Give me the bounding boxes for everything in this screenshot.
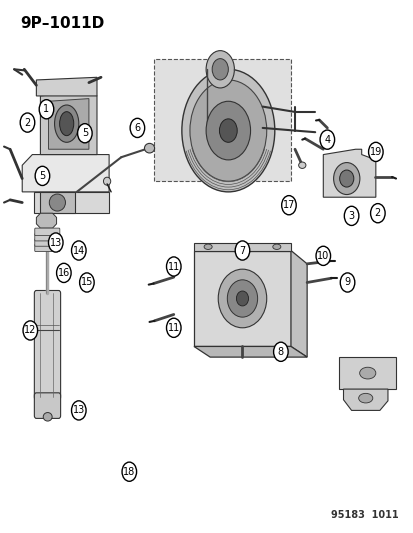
- Ellipse shape: [218, 269, 266, 328]
- Text: 8: 8: [277, 347, 283, 357]
- Text: 19: 19: [369, 147, 381, 157]
- FancyBboxPatch shape: [34, 290, 60, 400]
- Text: 3: 3: [348, 211, 354, 221]
- Circle shape: [211, 59, 228, 80]
- Ellipse shape: [103, 177, 110, 185]
- Ellipse shape: [59, 112, 74, 136]
- Circle shape: [319, 130, 334, 149]
- Circle shape: [190, 80, 266, 181]
- Polygon shape: [323, 149, 375, 197]
- Ellipse shape: [298, 162, 305, 168]
- Polygon shape: [40, 192, 75, 213]
- FancyBboxPatch shape: [35, 239, 59, 246]
- Circle shape: [122, 462, 136, 481]
- Circle shape: [281, 196, 296, 215]
- Circle shape: [368, 142, 382, 161]
- Polygon shape: [194, 243, 290, 251]
- Ellipse shape: [227, 280, 257, 317]
- FancyBboxPatch shape: [35, 244, 59, 252]
- Ellipse shape: [333, 163, 359, 195]
- Circle shape: [79, 273, 94, 292]
- Text: 7: 7: [239, 246, 245, 255]
- Circle shape: [130, 118, 144, 138]
- Circle shape: [57, 263, 71, 282]
- Text: 1: 1: [43, 104, 50, 114]
- Circle shape: [181, 69, 274, 192]
- Polygon shape: [343, 389, 387, 410]
- Text: 9: 9: [344, 278, 350, 287]
- Polygon shape: [34, 192, 109, 213]
- Circle shape: [219, 119, 237, 142]
- Ellipse shape: [358, 393, 372, 403]
- Circle shape: [39, 100, 54, 119]
- Circle shape: [166, 257, 180, 276]
- Polygon shape: [153, 59, 290, 181]
- Text: 2: 2: [24, 118, 31, 127]
- Ellipse shape: [55, 105, 78, 142]
- Text: 9P–1011D: 9P–1011D: [20, 16, 104, 31]
- Ellipse shape: [43, 413, 52, 421]
- Text: 15: 15: [81, 278, 93, 287]
- Circle shape: [273, 342, 287, 361]
- Text: 11: 11: [167, 262, 180, 271]
- Text: 12: 12: [24, 326, 36, 335]
- FancyBboxPatch shape: [34, 393, 60, 418]
- Ellipse shape: [204, 244, 211, 249]
- Circle shape: [206, 51, 234, 88]
- Circle shape: [235, 241, 249, 260]
- Polygon shape: [48, 99, 89, 149]
- Polygon shape: [194, 346, 306, 357]
- Ellipse shape: [339, 170, 353, 187]
- Text: 14: 14: [73, 246, 85, 255]
- Text: 11: 11: [167, 323, 180, 333]
- Circle shape: [23, 321, 38, 340]
- Ellipse shape: [49, 194, 65, 211]
- Circle shape: [370, 204, 384, 223]
- Ellipse shape: [272, 244, 280, 249]
- Circle shape: [71, 401, 86, 420]
- Text: 6: 6: [134, 123, 140, 133]
- Circle shape: [35, 166, 50, 185]
- Text: 18: 18: [123, 467, 135, 477]
- Text: 4: 4: [323, 135, 330, 144]
- Polygon shape: [36, 77, 97, 96]
- Circle shape: [71, 241, 86, 260]
- Circle shape: [339, 273, 354, 292]
- Ellipse shape: [238, 244, 246, 249]
- Text: 10: 10: [316, 251, 329, 261]
- Polygon shape: [36, 213, 57, 228]
- Polygon shape: [339, 357, 395, 389]
- Polygon shape: [22, 155, 109, 192]
- Polygon shape: [194, 251, 290, 346]
- Ellipse shape: [144, 143, 154, 153]
- Polygon shape: [290, 251, 306, 357]
- Circle shape: [315, 246, 330, 265]
- Text: 2: 2: [374, 208, 380, 218]
- Text: 5: 5: [81, 128, 88, 138]
- Circle shape: [48, 233, 63, 252]
- FancyBboxPatch shape: [35, 233, 59, 241]
- Circle shape: [166, 318, 180, 337]
- Text: 13: 13: [73, 406, 85, 415]
- Ellipse shape: [359, 367, 375, 379]
- FancyBboxPatch shape: [35, 228, 59, 236]
- Text: 95183  1011: 95183 1011: [330, 510, 398, 520]
- Circle shape: [206, 101, 250, 160]
- Circle shape: [20, 113, 35, 132]
- Polygon shape: [40, 91, 97, 155]
- Text: 16: 16: [57, 268, 70, 278]
- Text: 5: 5: [39, 171, 45, 181]
- Text: 17: 17: [282, 200, 294, 210]
- Ellipse shape: [236, 291, 248, 306]
- Text: 13: 13: [50, 238, 62, 247]
- Circle shape: [77, 124, 92, 143]
- Circle shape: [344, 206, 358, 225]
